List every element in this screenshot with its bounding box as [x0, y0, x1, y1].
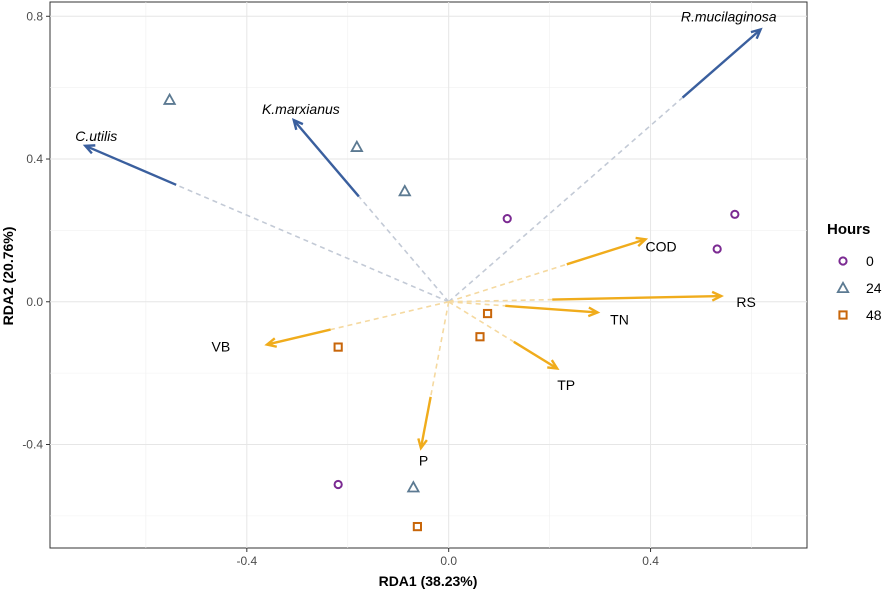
vector-shaft — [84, 144, 177, 186]
legend-label: 48 — [866, 307, 882, 323]
vector-shaft — [566, 238, 646, 266]
vector-shaft — [505, 304, 598, 314]
y-tick-label: 0.0 — [26, 295, 43, 309]
sample-point-24h — [162, 92, 177, 105]
legend-key-0 — [838, 256, 848, 266]
sample-point-48h — [412, 521, 422, 532]
legend-label: 24 — [866, 280, 882, 296]
x-tick-label: -0.4 — [236, 554, 257, 568]
sample-point-24h — [350, 139, 364, 152]
sample-point-48h — [475, 332, 485, 342]
vector-dash — [429, 301, 450, 398]
vector-shaft — [419, 396, 432, 449]
vector-shaft — [681, 28, 762, 99]
legend-key-24 — [836, 280, 850, 294]
vector-label: TN — [610, 312, 629, 328]
vector-dashed-lines — [175, 96, 684, 398]
sample-point-48h — [482, 308, 493, 319]
x-tick-label: 0.0 — [440, 554, 457, 568]
vector-dash — [448, 263, 568, 303]
vector-arrows — [82, 27, 763, 451]
sample-point-0h — [333, 479, 343, 490]
vector-label: VB — [211, 338, 230, 354]
vector-arrowhead — [635, 236, 649, 248]
vector-arrowhead — [711, 290, 724, 302]
legend-key-48 — [838, 310, 848, 320]
vector-arrowhead — [82, 144, 96, 155]
grid-lines — [50, 2, 807, 548]
vector-label: R.mucilaginosa — [681, 8, 777, 24]
sample-point-48h — [333, 342, 343, 352]
axis-ticks: -0.4 0.0 0.4 -0.4 0.0 0.4 0.8 — [22, 9, 659, 568]
sample-point-0h — [502, 214, 512, 224]
vector-label: K.marxianus — [262, 101, 340, 117]
vector-dash — [175, 184, 450, 303]
vector-arrowhead — [291, 118, 304, 131]
vector-arrowhead — [547, 359, 560, 370]
vector-arrowhead — [264, 337, 278, 348]
sample-point-0h — [712, 244, 722, 254]
vector-arrowhead — [587, 306, 601, 318]
vector-dash — [448, 300, 506, 307]
vector-labels: R.mucilaginosa K.marxianus C.utilis COD RS TN… — [75, 8, 777, 468]
plot-background — [49, 1, 808, 549]
y-tick-label: 0.8 — [26, 9, 43, 23]
vector-label: RS — [736, 294, 755, 310]
sample-point-24h — [406, 480, 421, 493]
vector-arrowhead — [417, 438, 428, 451]
vector-shaft — [513, 340, 558, 370]
sample-point-0h — [730, 209, 740, 219]
vector-dash — [448, 301, 515, 343]
vector-shaft — [266, 328, 331, 346]
vector-dash — [330, 300, 449, 331]
x-axis-title: RDA1 (38.23%) — [379, 573, 478, 589]
vector-shaft — [552, 294, 722, 301]
sample-point-24h — [398, 184, 412, 197]
x-tick-label: 0.4 — [642, 554, 659, 568]
y-tick-label: 0.4 — [26, 152, 43, 166]
legend-label: 0 — [866, 253, 874, 269]
vector-label: C.utilis — [75, 128, 117, 144]
vector-label: P — [419, 453, 428, 469]
sample-points — [162, 92, 740, 532]
y-tick-label: -0.4 — [22, 438, 43, 452]
legend: Hours 0 24 48 — [827, 221, 882, 323]
vector-label: COD — [646, 238, 677, 254]
vector-shaft — [292, 119, 360, 198]
y-axis-title: RDA2 (20.76%) — [0, 227, 16, 326]
vector-label: TP — [557, 377, 575, 393]
vector-dash — [448, 96, 684, 303]
legend-title: Hours — [827, 221, 870, 238]
vector-arrowhead — [750, 27, 763, 40]
